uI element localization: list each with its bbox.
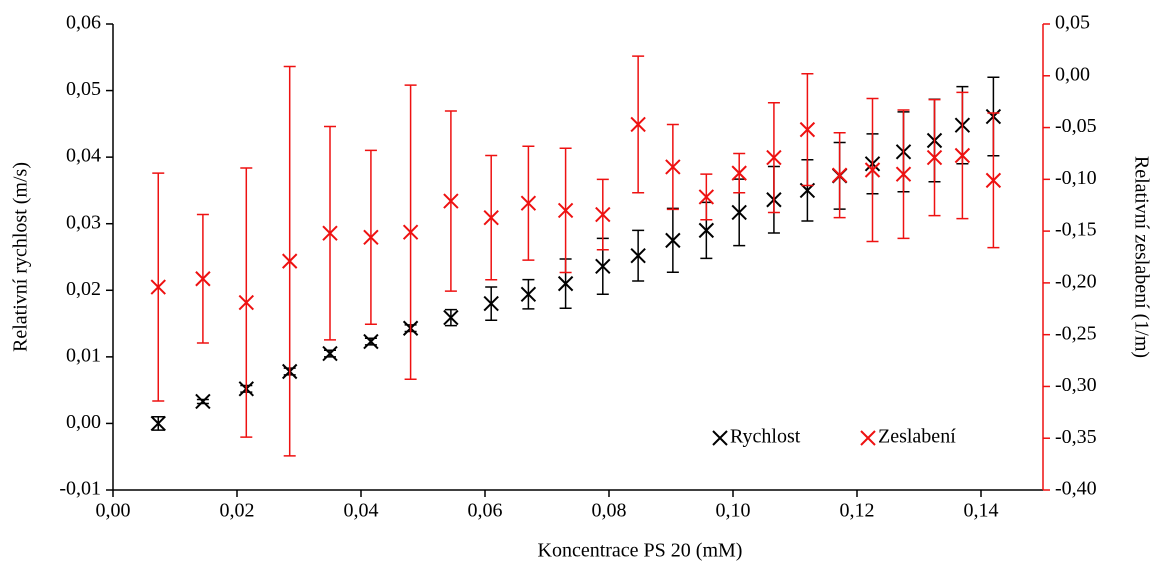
y2-tick-label: 0,05 <box>1055 12 1090 34</box>
marker <box>926 149 943 166</box>
marker <box>731 204 747 221</box>
y2-tick-label: -0,35 <box>1055 426 1097 448</box>
x-tick-label: 0,12 <box>840 500 875 522</box>
y2-tick-label: -0,40 <box>1055 478 1097 500</box>
marker <box>443 193 459 209</box>
legend-label: Rychlost <box>730 426 801 448</box>
marker <box>150 415 166 432</box>
y2-axis-label: Relativní zeslabení (1/m) <box>1130 156 1152 358</box>
marker <box>595 206 611 223</box>
marker <box>443 309 459 326</box>
marker <box>195 393 211 410</box>
legend-marker <box>712 430 728 446</box>
marker <box>831 167 848 183</box>
marker <box>766 149 782 166</box>
x-axis-label: Koncentrace PS 20 (mM) <box>538 540 743 562</box>
marker <box>557 275 574 292</box>
y-tick-label: 0,00 <box>66 411 101 433</box>
x-tick-label: 0,02 <box>220 500 255 522</box>
marker <box>281 253 298 269</box>
marker <box>799 121 816 138</box>
y-axis-label: Relativní rychlost (m/s) <box>10 162 32 352</box>
y2-tick-label: -0,30 <box>1055 374 1097 396</box>
marker <box>954 147 971 164</box>
marker <box>402 224 419 240</box>
marker <box>665 232 681 249</box>
marker <box>195 271 211 287</box>
marker <box>595 258 611 275</box>
y2-tick-label: -0,15 <box>1055 219 1097 241</box>
marker <box>630 247 646 264</box>
legend-marker <box>860 430 876 446</box>
y2-tick-label: 0,00 <box>1055 63 1090 85</box>
x-tick-label: 0,00 <box>96 500 131 522</box>
y-tick-label: -0,01 <box>59 478 101 500</box>
y-tick-label: 0,03 <box>66 211 101 233</box>
marker <box>150 279 166 295</box>
x-tick-label: 0,14 <box>964 500 999 522</box>
marker <box>483 295 499 312</box>
y-tick-label: 0,06 <box>66 12 101 34</box>
marker <box>665 159 681 175</box>
marker <box>483 209 499 226</box>
legend-label: Zeslabení <box>878 426 956 448</box>
marker <box>238 294 255 311</box>
y-tick-label: 0,01 <box>66 344 101 366</box>
marker <box>630 116 646 133</box>
marker <box>322 225 338 241</box>
marker <box>895 166 912 182</box>
marker <box>985 172 1002 189</box>
marker <box>557 202 574 219</box>
y-tick-label: 0,02 <box>66 278 101 300</box>
marker <box>520 286 537 302</box>
marker <box>698 189 715 205</box>
y2-tick-label: -0,25 <box>1055 322 1097 344</box>
marker <box>698 222 715 239</box>
marker <box>322 345 338 362</box>
y2-tick-label: -0,05 <box>1055 115 1097 137</box>
marker <box>363 333 379 350</box>
x-tick-label: 0,10 <box>716 500 751 522</box>
x-tick-label: 0,04 <box>344 500 379 522</box>
marker <box>363 229 379 246</box>
y-tick-label: 0,05 <box>66 78 101 100</box>
marker <box>520 195 537 211</box>
y-tick-label: 0,04 <box>66 145 101 167</box>
y2-tick-label: -0,20 <box>1055 270 1097 292</box>
y2-tick-label: -0,10 <box>1055 167 1097 189</box>
x-tick-label: 0,08 <box>592 500 627 522</box>
marker <box>731 165 747 181</box>
marker <box>864 162 881 178</box>
x-tick-label: 0,06 <box>468 500 503 522</box>
